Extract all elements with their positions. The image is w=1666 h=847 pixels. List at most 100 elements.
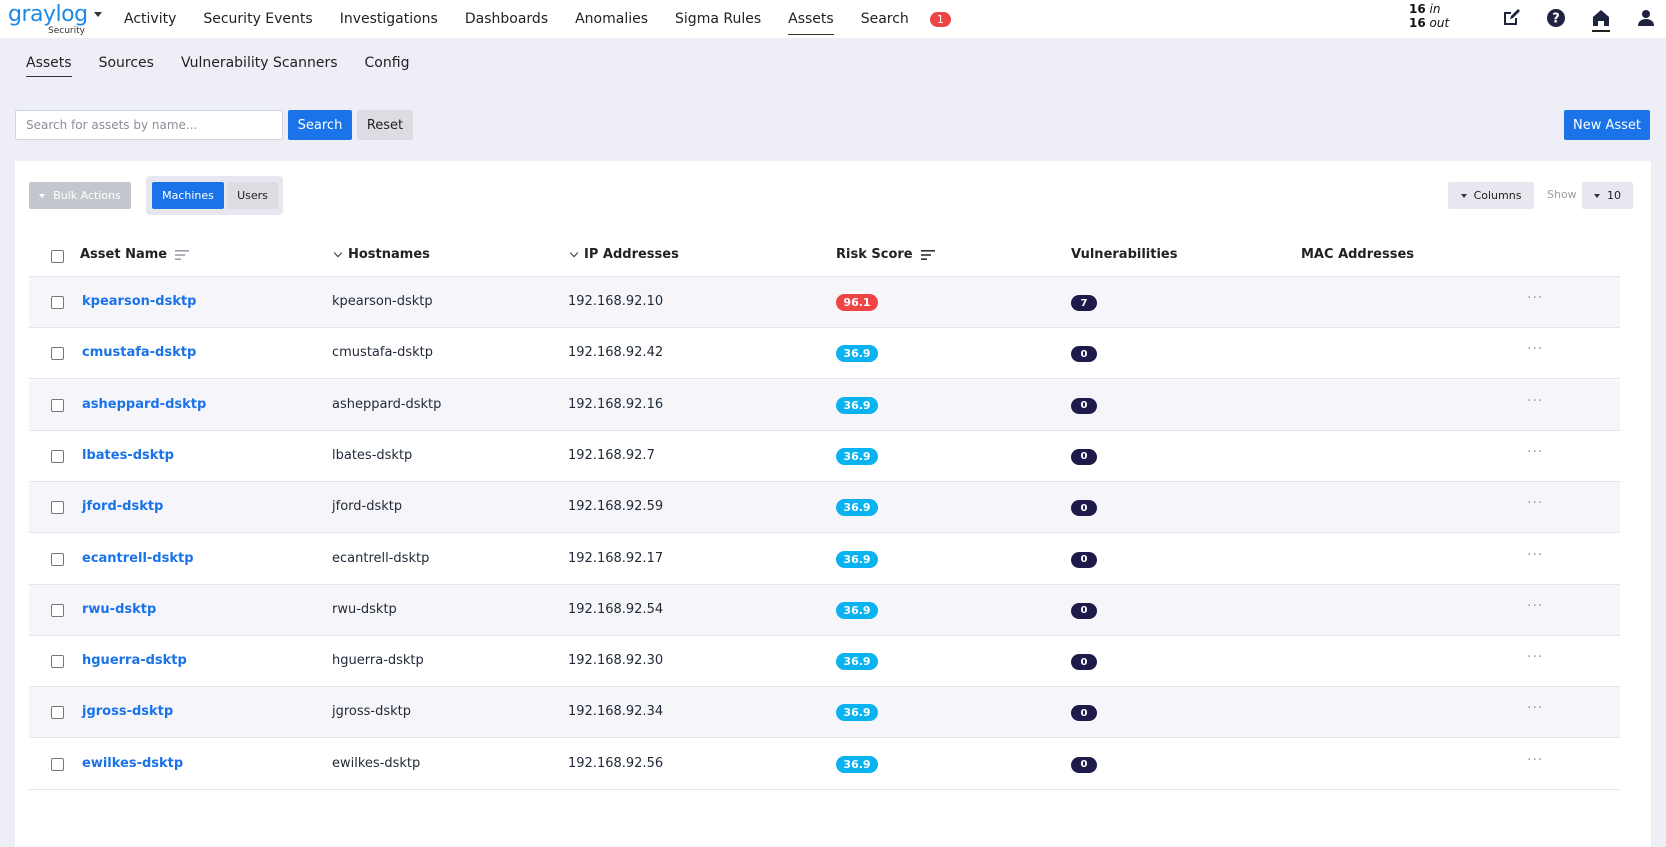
- throughput-in-value: 16: [1409, 2, 1426, 16]
- nav-item-security-events[interactable]: Security Events: [203, 11, 313, 27]
- vulnerability-count-badge[interactable]: 0: [1071, 397, 1097, 414]
- col-asset-name[interactable]: Asset Name: [80, 247, 190, 262]
- more-actions-icon[interactable]: ···: [1527, 597, 1544, 614]
- table-row[interactable]: ecantrell-dsktp ecantrell-dsktp 192.168.92…: [29, 534, 1620, 585]
- more-actions-icon[interactable]: ···: [1527, 392, 1544, 409]
- table-row[interactable]: lbates-dsktp lbates-dsktp 192.168.92.7 36.9…: [29, 431, 1620, 482]
- vulnerability-count-badge[interactable]: 0: [1071, 500, 1097, 517]
- col-risk-score[interactable]: Risk Score: [836, 247, 935, 262]
- page-size-select[interactable]: 10: [1582, 182, 1633, 209]
- table-row[interactable]: jgross-dsktp jgross-dsktp 192.168.92.34 36.…: [29, 687, 1620, 739]
- vulnerability-count-badge[interactable]: 0: [1071, 346, 1097, 363]
- hostname-cell: jford-dsktp: [332, 499, 403, 515]
- throughput-indicator[interactable]: 16 in 16 out: [1409, 2, 1449, 30]
- vulnerability-count-badge[interactable]: 0: [1071, 756, 1097, 773]
- col-ip-addresses-label: IP Addresses: [584, 247, 679, 262]
- select-all-checkbox[interactable]: [51, 250, 64, 263]
- new-asset-button[interactable]: New Asset: [1564, 110, 1650, 140]
- columns-button[interactable]: Columns: [1448, 182, 1534, 209]
- asset-name-link[interactable]: rwu-dsktp: [82, 601, 157, 617]
- table-row[interactable]: hguerra-dsktp hguerra-dsktp 192.168.92.30 3…: [29, 636, 1620, 688]
- table-row[interactable]: cmustafa-dsktp cmustafa-dsktp 192.168.92.4…: [29, 328, 1620, 380]
- asset-type-toggle: Machines Users: [146, 176, 283, 215]
- row-checkbox[interactable]: [51, 706, 64, 723]
- row-checkbox[interactable]: [51, 757, 64, 775]
- risk-score-badge: 36.9: [836, 345, 878, 363]
- nav-item-dashboards[interactable]: Dashboards: [464, 11, 549, 27]
- tab-machines[interactable]: Machines: [152, 182, 224, 209]
- more-actions-icon[interactable]: ···: [1527, 341, 1544, 358]
- tab-users[interactable]: Users: [227, 182, 278, 209]
- nav-item-activity[interactable]: Activity: [124, 11, 177, 27]
- logo-subtitle: Security: [48, 26, 85, 36]
- row-checkbox[interactable]: [51, 501, 64, 518]
- hostname-cell: kpearson-dsktp: [332, 294, 433, 309]
- vulnerability-count-badge[interactable]: 7: [1071, 295, 1097, 311]
- subnav-item-vulnerability-scanners[interactable]: Vulnerability Scanners: [180, 55, 338, 71]
- top-navbar: graylog Security Activity Security Event…: [0, 0, 1666, 38]
- vulnerability-count-badge[interactable]: 0: [1071, 705, 1097, 722]
- notification-badge[interactable]: 1: [929, 11, 951, 27]
- risk-score-badge: 36.9: [836, 704, 878, 722]
- help-icon[interactable]: ?: [1546, 8, 1566, 28]
- search-button[interactable]: Search: [288, 110, 352, 140]
- table-row[interactable]: ewilkes-dsktp ewilkes-dsktp 192.168.92.56 3…: [29, 739, 1620, 790]
- table-row[interactable]: rwu-dsktp rwu-dsktp 192.168.92.54 36.9 0 ···: [29, 584, 1620, 636]
- more-actions-icon[interactable]: ···: [1527, 290, 1544, 306]
- home-icon[interactable]: [1591, 8, 1611, 28]
- asset-name-link[interactable]: ewilkes-dsktp: [82, 755, 184, 771]
- asset-name-link[interactable]: asheppard-dsktp: [82, 396, 207, 412]
- vulnerability-count-badge[interactable]: 0: [1071, 551, 1097, 568]
- row-checkbox[interactable]: [51, 552, 64, 570]
- table-row[interactable]: jford-dsktp jford-dsktp 192.168.92.59 36.9 0…: [29, 482, 1620, 534]
- vulnerability-count-badge[interactable]: 0: [1071, 602, 1097, 619]
- logo-dropdown-caret-icon[interactable]: [94, 12, 102, 17]
- asset-name-link[interactable]: jgross-dsktp: [82, 704, 174, 720]
- asset-name-link[interactable]: ecantrell-dsktp: [82, 550, 194, 566]
- sort-icon[interactable]: [175, 249, 190, 261]
- row-checkbox[interactable]: [51, 655, 64, 672]
- more-actions-icon[interactable]: ···: [1527, 700, 1544, 717]
- asset-name-link[interactable]: hguerra-dsktp: [82, 653, 187, 669]
- more-actions-icon[interactable]: ···: [1527, 751, 1544, 768]
- more-actions-icon[interactable]: ···: [1527, 546, 1544, 563]
- user-icon[interactable]: [1636, 8, 1656, 28]
- asset-name-link[interactable]: jford-dsktp: [82, 499, 164, 515]
- row-checkbox[interactable]: [51, 603, 64, 621]
- nav-item-anomalies[interactable]: Anomalies: [575, 11, 649, 27]
- sort-icon[interactable]: [920, 249, 935, 261]
- col-hostnames[interactable]: Hostnames: [333, 247, 430, 262]
- nav-item-investigations[interactable]: Investigations: [339, 11, 438, 27]
- graylog-logo[interactable]: graylog Security: [8, 2, 100, 36]
- row-checkbox[interactable]: [51, 296, 64, 313]
- chevron-down-icon: [333, 248, 343, 257]
- table-row[interactable]: asheppard-dsktp asheppard-dsktp 192.168.92…: [29, 379, 1620, 431]
- nav-item-sigma-rules[interactable]: Sigma Rules: [675, 11, 762, 27]
- asset-name-link[interactable]: lbates-dsktp: [82, 447, 174, 463]
- show-label: Show: [1547, 188, 1577, 201]
- row-checkbox[interactable]: [51, 347, 64, 364]
- subnav-item-assets[interactable]: Assets: [26, 55, 72, 77]
- more-actions-icon[interactable]: ···: [1527, 495, 1544, 512]
- subnav-item-sources[interactable]: Sources: [98, 55, 154, 71]
- more-actions-icon[interactable]: ···: [1527, 649, 1544, 666]
- nav-item-assets[interactable]: Assets: [788, 11, 834, 35]
- col-ip-addresses[interactable]: IP Addresses: [569, 247, 679, 262]
- edit-icon[interactable]: [1501, 8, 1521, 28]
- asset-name-link[interactable]: cmustafa-dsktp: [82, 345, 197, 361]
- col-mac-addresses[interactable]: MAC Addresses: [1301, 247, 1414, 262]
- bulk-actions-button[interactable]: Bulk Actions: [29, 182, 131, 209]
- row-checkbox[interactable]: [51, 398, 64, 416]
- table-row[interactable]: kpearson-dsktp kpearson-dsktp 192.168.92.1…: [29, 277, 1620, 328]
- vulnerability-count-badge[interactable]: 0: [1071, 654, 1097, 671]
- ip-address-cell: 192.168.92.30: [568, 653, 664, 669]
- nav-item-search[interactable]: Search: [860, 11, 909, 27]
- more-actions-icon[interactable]: ···: [1527, 443, 1544, 460]
- vulnerability-count-badge[interactable]: 0: [1071, 448, 1097, 465]
- col-vulnerabilities[interactable]: Vulnerabilities: [1071, 247, 1178, 262]
- asset-search-input[interactable]: [15, 110, 283, 140]
- row-checkbox[interactable]: [51, 449, 64, 467]
- reset-button[interactable]: Reset: [357, 110, 413, 140]
- asset-name-link[interactable]: kpearson-dsktp: [82, 294, 197, 309]
- subnav-item-config[interactable]: Config: [364, 55, 410, 71]
